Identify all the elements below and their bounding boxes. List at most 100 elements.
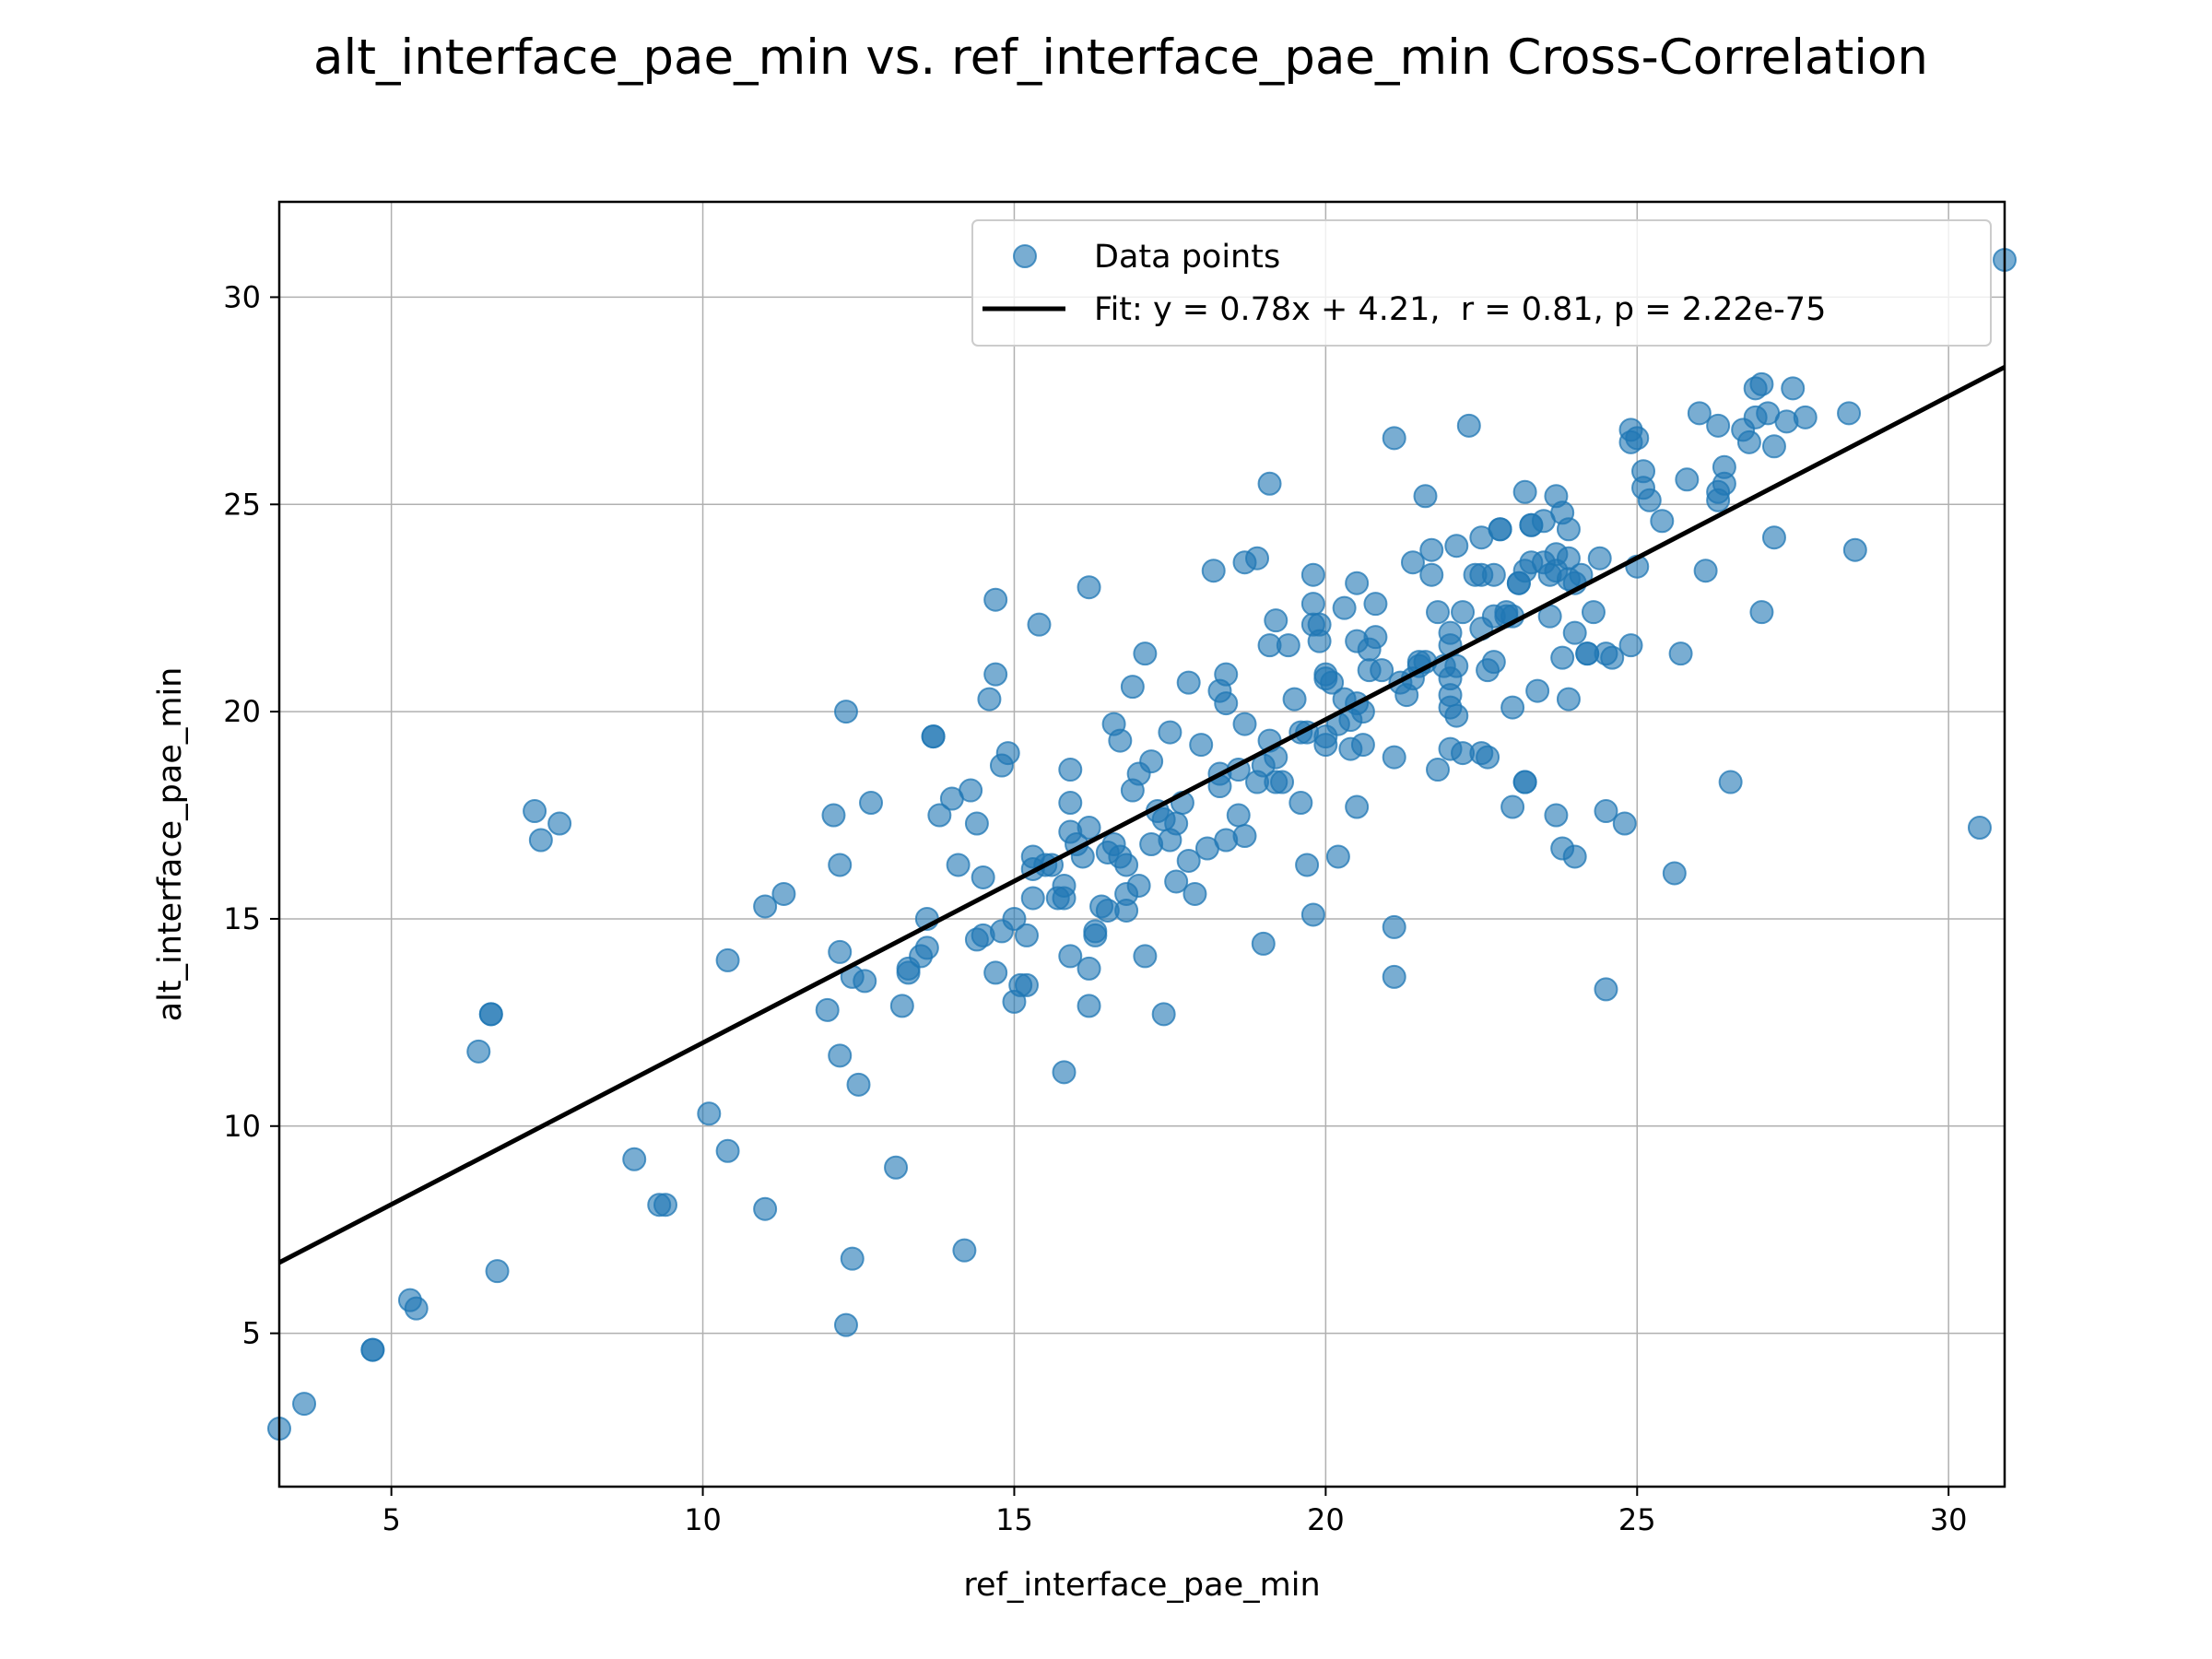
x-tick-label: 15 [995, 1502, 1033, 1537]
data-point [1226, 803, 1251, 828]
data-point [828, 853, 853, 877]
data-point [1027, 612, 1052, 637]
data-point [1151, 1002, 1176, 1027]
data-point [833, 700, 858, 724]
data-point [889, 994, 914, 1018]
data-point [1214, 662, 1239, 687]
data-point [1189, 733, 1214, 758]
data-point [828, 1043, 853, 1068]
legend-marker-data-points [1013, 244, 1037, 268]
data-point [1594, 977, 1618, 1002]
data-point [1562, 844, 1587, 869]
data-point [1014, 923, 1039, 947]
x-tick-label: 10 [684, 1502, 722, 1537]
data-point [753, 894, 778, 919]
data-point [884, 1155, 909, 1180]
x-tick-label: 20 [1307, 1502, 1345, 1537]
data-point [1058, 944, 1083, 969]
data-point [828, 939, 853, 964]
data-point [1313, 733, 1338, 758]
data-point [1300, 902, 1325, 927]
data-point [1077, 575, 1101, 600]
data-point [1176, 670, 1201, 695]
data-point [1712, 471, 1736, 496]
data-point [1176, 848, 1201, 873]
data-point [1837, 401, 1862, 426]
data-point [1058, 791, 1083, 816]
data-point [753, 1196, 778, 1221]
data-point [1120, 675, 1145, 700]
data-point [1761, 525, 1786, 550]
data-point [622, 1147, 647, 1171]
data-point [1687, 401, 1712, 426]
data-point [1264, 608, 1288, 633]
data-point [1214, 691, 1239, 716]
data-point [1382, 964, 1406, 989]
legend: Data points Fit: y = 0.78x + 4.21, r = 0… [971, 219, 1992, 347]
y-tick-label: 5 [242, 1316, 261, 1351]
y-tick-label: 30 [223, 279, 261, 314]
data-point [1232, 712, 1257, 736]
data-point [1793, 405, 1818, 429]
data-point [1451, 600, 1476, 625]
data-point [1201, 559, 1226, 583]
data-point [1257, 471, 1282, 496]
data-point [815, 997, 840, 1022]
data-point [1481, 562, 1506, 587]
data-point [1014, 972, 1039, 997]
data-point [523, 799, 547, 824]
data-point [1276, 633, 1300, 658]
data-point [1282, 687, 1307, 712]
data-point [404, 1296, 429, 1321]
legend-box [971, 219, 1992, 347]
data-point [964, 811, 989, 836]
data-point [896, 960, 921, 985]
data-point [1133, 944, 1158, 969]
data-point [1332, 595, 1357, 620]
data-point [1587, 546, 1612, 571]
data-point [1476, 745, 1500, 770]
data-point [1718, 770, 1743, 794]
data-point [1363, 625, 1388, 650]
data-point [859, 791, 884, 816]
data-point [1693, 559, 1718, 583]
data-point [1363, 592, 1388, 617]
data-point [1270, 770, 1295, 794]
data-point [1550, 645, 1575, 670]
data-point [914, 935, 939, 960]
data-point [1164, 811, 1189, 836]
data-point [1512, 479, 1537, 504]
data-point [1083, 919, 1108, 944]
data-point [983, 960, 1008, 985]
data-point [1488, 517, 1512, 542]
data-point [1345, 571, 1370, 595]
data-point [1182, 881, 1207, 906]
data-point [1562, 620, 1587, 645]
data-point [1350, 733, 1375, 758]
data-point [547, 811, 572, 836]
data-point [1114, 898, 1139, 923]
y-axis-label: alt_interface_pae_min [152, 667, 189, 1022]
legend-label-data-points: Data points [1094, 239, 1280, 276]
data-point [1500, 794, 1525, 819]
data-point [1295, 853, 1320, 877]
data-point [1556, 517, 1581, 542]
plot-frame [277, 200, 2006, 1488]
data-point [1052, 873, 1077, 898]
data-point [840, 1246, 865, 1271]
fit-line [277, 365, 2006, 1265]
data-point [1781, 376, 1806, 401]
y-axis-ticks: 5 10 15 20 25 30 [223, 279, 279, 1351]
data-point [959, 778, 983, 803]
data-point [1077, 816, 1101, 841]
data-point [528, 828, 553, 853]
data-point [821, 803, 846, 828]
data-point [1512, 770, 1537, 794]
data-point [292, 1392, 317, 1417]
data-point [1251, 931, 1276, 956]
data-point [1749, 600, 1774, 625]
data-point [1749, 371, 1774, 396]
data-point [1320, 670, 1345, 695]
data-point [360, 1337, 385, 1362]
data-point [1058, 758, 1083, 782]
